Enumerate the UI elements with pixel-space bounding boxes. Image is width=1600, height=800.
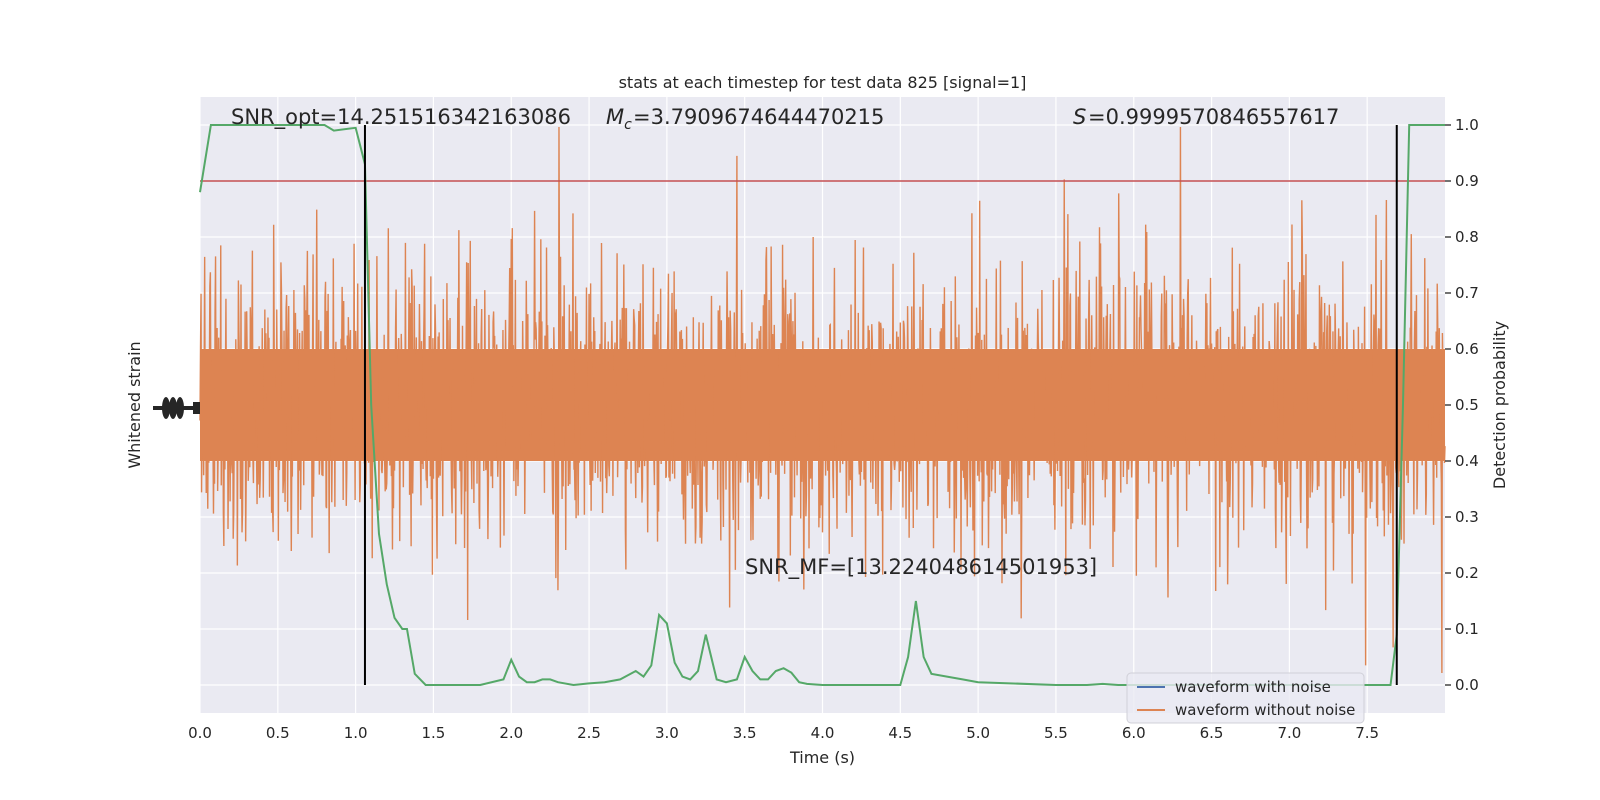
x-tick-label-5: 2.5: [577, 724, 601, 742]
x-tick-label-4: 2.0: [499, 724, 523, 742]
noise-waveform: [199, 126, 1446, 674]
x-axis-ticks: 0.0 0.5 1.0 1.5 2.0 2.5 3.0 3.5 4.0 4.5 5.0 5.5 6.0 6…: [188, 724, 1379, 742]
left-tick-blob-glyph-0: [162, 397, 170, 419]
legend-label-without-noise: waveform without noise: [1175, 701, 1355, 719]
chirp-mass-value: =3.7909674644470215: [633, 105, 884, 129]
s-stat-annotation: S =0.9999570846557617: [1073, 105, 1339, 129]
chirp-mass-annotation: Mc =3.7909674644470215: [606, 105, 884, 133]
y-tick-label-3: 0.3: [1455, 508, 1479, 526]
x-axis-label: Time (s): [789, 748, 855, 767]
left-tick-blob-glyph-2: [176, 397, 184, 419]
s-stat-symbol: S: [1073, 105, 1086, 129]
y-tick-label-1: 0.1: [1455, 620, 1479, 638]
x-tick-label-3: 1.5: [422, 724, 446, 742]
detection-probability-line: [199, 124, 1445, 687]
x-tick-label-6: 3.0: [655, 724, 679, 742]
x-tick-label-12: 6.0: [1122, 724, 1146, 742]
x-tick-label-9: 4.5: [888, 724, 912, 742]
snr-mf-annotation: SNR_MF=[13.224048614501953]: [745, 555, 1097, 580]
y-tick-label-2: 0.2: [1455, 564, 1479, 582]
x-tick-label-14: 7.0: [1277, 724, 1301, 742]
left-tick-blob-glyph-1: [169, 397, 177, 419]
left-tick-blob-end: [193, 402, 200, 414]
legend: waveform with noise waveform without noi…: [1126, 672, 1365, 724]
left-y-axis-label: Whitened strain: [125, 341, 144, 468]
x-tick-label-10: 5.0: [966, 724, 990, 742]
legend-label-with-noise: waveform with noise: [1175, 678, 1331, 696]
y-tick-label-6: 0.6: [1455, 340, 1479, 358]
x-tick-label-0: 0.0: [188, 724, 212, 742]
x-tick-label-11: 5.5: [1044, 724, 1068, 742]
x-tick-label-7: 3.5: [733, 724, 757, 742]
y-tick-label-10: 1.0: [1455, 116, 1479, 134]
chirp-mass-symbol: Mc: [606, 105, 632, 133]
waveform-without-noise-line: [199, 126, 1446, 674]
left-axis-collapsed-ticks: [153, 397, 200, 419]
vertical-markers: [363, 125, 1398, 685]
probability-group: [199, 124, 1445, 687]
y-tick-label-8: 0.8: [1455, 228, 1479, 246]
y-tick-label-9: 0.9: [1455, 172, 1479, 190]
chart-title: stats at each timestep for test data 825…: [619, 73, 1027, 92]
y-tick-label-0: 0.0: [1455, 676, 1479, 694]
x-tick-label-8: 4.0: [811, 724, 835, 742]
y-tick-label-5: 0.5: [1455, 396, 1479, 414]
x-tick-label-13: 6.5: [1200, 724, 1224, 742]
right-y-axis-label: Detection probability: [1490, 321, 1509, 489]
x-tick-label-15: 7.5: [1355, 724, 1379, 742]
x-tick-label-2: 1.0: [344, 724, 368, 742]
s-stat-value: =0.9999570846557617: [1088, 105, 1339, 129]
y-tick-label-4: 0.4: [1455, 452, 1479, 470]
snr-opt-annotation: SNR_opt=14.251516342163086: [231, 105, 571, 130]
legend-box: [1126, 672, 1365, 724]
y-right-axis-ticks: 0.0 0.1 0.2 0.3 0.4 0.5 0.6 0.7 0.8 0.9 1.0: [1445, 116, 1479, 694]
x-tick-label-1: 0.5: [266, 724, 290, 742]
y-tick-label-7: 0.7: [1455, 284, 1479, 302]
